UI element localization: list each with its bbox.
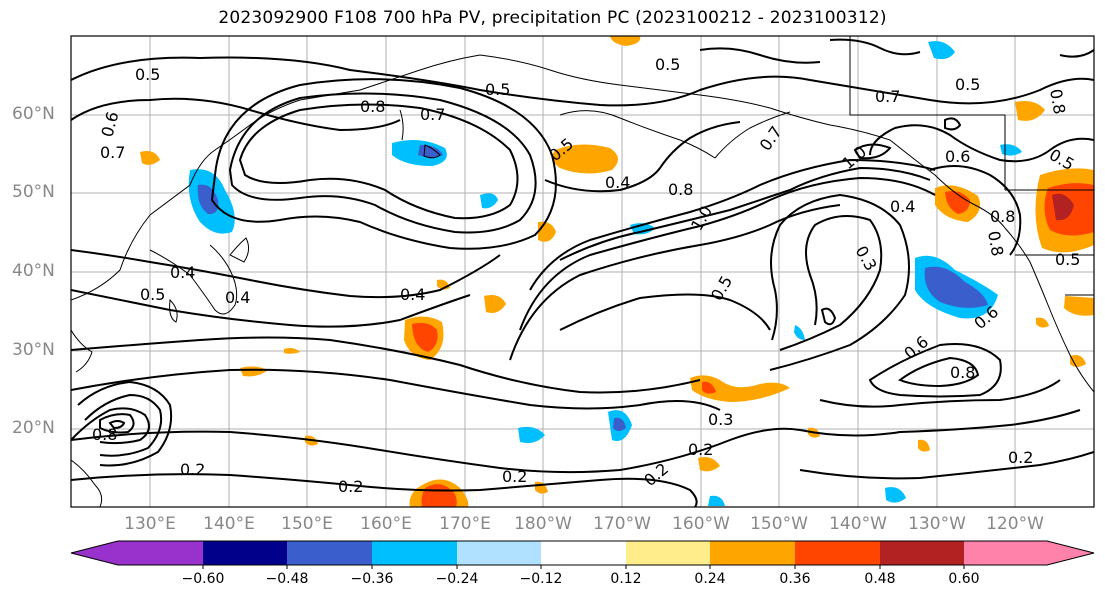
precip-orange-blob: [1064, 296, 1094, 316]
lat-label-40n: 40°N: [12, 261, 55, 281]
colorbar-tick-label: −0.60: [181, 571, 225, 587]
lon-label: 130°W: [908, 514, 966, 534]
pv-contours: [71, 38, 1094, 507]
precip-orange-blob: [918, 439, 930, 452]
lat-label-50n: 50°N: [12, 182, 55, 202]
colorbar-tick-label: 0.48: [864, 571, 896, 587]
colorbar-tick-label: −0.12: [519, 571, 563, 587]
contour-label: 0.2: [502, 467, 527, 486]
lon-label: 120°W: [986, 514, 1044, 534]
colorbar-tick-label: −0.36: [350, 571, 394, 587]
contour-label: 0.2: [338, 477, 363, 496]
contour-label: 0.5: [955, 75, 980, 94]
contour-label: 0.7: [875, 87, 900, 106]
precip-blue-core: [613, 417, 626, 431]
lon-label: 150°E: [281, 514, 333, 534]
contour-label: 0.8: [1046, 87, 1069, 115]
lon-label: 170°W: [593, 514, 651, 534]
contour-label: 0.8: [668, 180, 693, 199]
contour-label: 0.7: [100, 143, 125, 162]
colorbar-tick-label: 0.24: [694, 571, 726, 587]
precip-orange-blob: [1070, 355, 1086, 367]
colorbar-tick-label: −0.48: [265, 571, 309, 587]
contour-label: 0.6: [945, 147, 970, 166]
contour-label: 0.5: [655, 55, 680, 74]
lon-label: 170°E: [439, 514, 491, 534]
plot-title: 2023092900 F108 700 hPa PV, precipitatio…: [218, 8, 887, 28]
precip-orange-blob: [140, 151, 160, 165]
contour-label: 0.8: [950, 363, 975, 382]
contour-label: 0.5: [135, 65, 160, 84]
lon-label: 140°E: [203, 514, 255, 534]
contour-label: 0.4: [605, 173, 630, 192]
colorbar-tick-label: 0.36: [779, 571, 811, 587]
lon-label: 180°W: [514, 514, 572, 534]
colorbar-tick-label: 0.12: [610, 571, 642, 587]
precip-red-core: [702, 381, 716, 394]
precip-orange-blob: [690, 375, 790, 402]
precip-darkred-core: [1052, 193, 1074, 221]
contour-label: 0.4: [170, 263, 195, 282]
precip-blue-blob: [518, 426, 545, 444]
contour-label: 0.2: [1008, 448, 1033, 467]
lon-label: 130°E: [124, 514, 176, 534]
contour-label: 0.2: [180, 460, 205, 479]
lon-label: 160°E: [360, 514, 412, 534]
lon-label: 140°W: [829, 514, 887, 534]
contour-label: 0.5: [1055, 250, 1080, 269]
precip-orange-blob: [1036, 317, 1049, 328]
colorbar-tick-label: −0.24: [435, 571, 479, 587]
precip-blue-core: [924, 266, 988, 308]
lat-label-60n: 60°N: [12, 104, 55, 124]
precip-blue-blob: [928, 41, 955, 60]
coastlines: [71, 36, 1094, 507]
contour-label: 0.4: [225, 288, 250, 307]
contour-label: 0.2: [688, 440, 713, 459]
precip-red-core: [412, 322, 438, 352]
colorbar-tick-label: 0.60: [948, 571, 980, 587]
lat-label-30n: 30°N: [12, 340, 55, 360]
precip-orange-blob: [284, 348, 300, 354]
precip-blue-blob: [708, 495, 725, 506]
contour-label: 0.8: [990, 207, 1015, 226]
contour-label: 0.7: [420, 105, 445, 124]
precip-orange-blob: [552, 144, 619, 174]
contour-label: 0.8: [984, 229, 1007, 257]
precip-blue-blob: [885, 487, 906, 503]
contour-label: 0.5: [140, 285, 165, 304]
contour-label: 0.4: [890, 197, 915, 216]
map-frame: [70, 35, 1095, 508]
contour-label: 0.8: [92, 425, 117, 444]
precip-blue-blob: [794, 325, 805, 340]
lon-label: 160°W: [672, 514, 730, 534]
precip-orange-blob: [1015, 101, 1045, 121]
precip-red-core: [945, 191, 970, 214]
precip-blue-blob: [480, 193, 498, 209]
precip-orange-blob: [484, 295, 506, 313]
contour-label: 0.8: [360, 97, 385, 116]
lat-label-20n: 20°N: [12, 418, 55, 438]
contour-label: 0.4: [400, 285, 425, 304]
lon-label: 150°W: [750, 514, 808, 534]
precip-orange-blob: [698, 457, 720, 472]
contour-label: 0.3: [708, 410, 733, 429]
contour-label: 0.5: [485, 80, 510, 99]
precip-orange-blob: [610, 36, 641, 46]
